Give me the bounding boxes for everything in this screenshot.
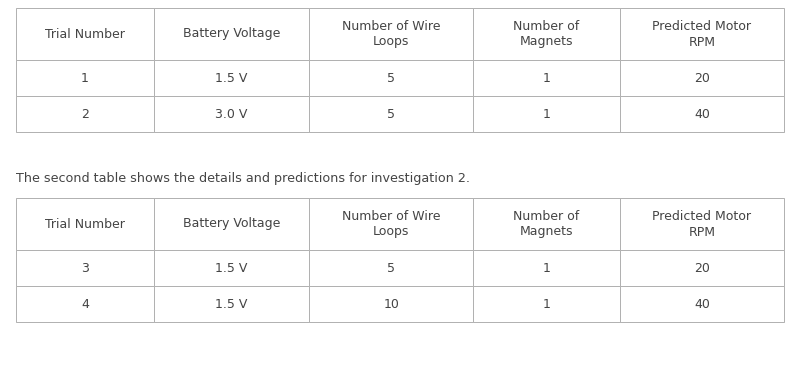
- Text: 1: 1: [81, 71, 89, 84]
- Bar: [310, 250, 474, 286]
- Text: 1: 1: [542, 71, 550, 84]
- Bar: [620, 250, 784, 286]
- Bar: [154, 250, 310, 286]
- Text: 1: 1: [542, 262, 550, 275]
- Text: 20: 20: [694, 71, 710, 84]
- Bar: [154, 8, 310, 60]
- Bar: [16, 60, 154, 96]
- Text: 5: 5: [387, 262, 395, 275]
- Bar: [620, 286, 784, 322]
- Text: 1: 1: [542, 107, 550, 120]
- Bar: [154, 60, 310, 96]
- Bar: [474, 60, 620, 96]
- Bar: [16, 96, 154, 132]
- Text: 40: 40: [694, 107, 710, 120]
- Text: The second table shows the details and predictions for investigation 2.: The second table shows the details and p…: [16, 172, 470, 185]
- Text: 4: 4: [81, 298, 89, 311]
- Text: Battery Voltage: Battery Voltage: [183, 28, 280, 40]
- Text: Trial Number: Trial Number: [45, 217, 125, 230]
- Bar: [16, 198, 154, 250]
- Text: 3.0 V: 3.0 V: [215, 107, 248, 120]
- Bar: [310, 8, 474, 60]
- Text: Battery Voltage: Battery Voltage: [183, 217, 280, 230]
- Text: 2: 2: [81, 107, 89, 120]
- Bar: [310, 198, 474, 250]
- Bar: [474, 286, 620, 322]
- Bar: [474, 8, 620, 60]
- Text: Number of
Magnets: Number of Magnets: [514, 209, 580, 238]
- Bar: [310, 96, 474, 132]
- Text: 10: 10: [383, 298, 399, 311]
- Text: 5: 5: [387, 107, 395, 120]
- Text: Trial Number: Trial Number: [45, 28, 125, 40]
- Bar: [474, 198, 620, 250]
- Bar: [16, 286, 154, 322]
- Text: 1.5 V: 1.5 V: [215, 71, 248, 84]
- Text: 1.5 V: 1.5 V: [215, 298, 248, 311]
- Bar: [620, 198, 784, 250]
- Bar: [620, 96, 784, 132]
- Bar: [620, 8, 784, 60]
- Bar: [310, 286, 474, 322]
- Bar: [310, 60, 474, 96]
- Bar: [154, 198, 310, 250]
- Bar: [154, 96, 310, 132]
- Bar: [474, 250, 620, 286]
- Bar: [474, 96, 620, 132]
- Text: Predicted Motor
RPM: Predicted Motor RPM: [653, 209, 751, 238]
- Bar: [620, 60, 784, 96]
- Text: 20: 20: [694, 262, 710, 275]
- Bar: [16, 250, 154, 286]
- Text: Predicted Motor
RPM: Predicted Motor RPM: [653, 19, 751, 49]
- Text: 40: 40: [694, 298, 710, 311]
- Bar: [154, 286, 310, 322]
- Text: Number of
Magnets: Number of Magnets: [514, 19, 580, 49]
- Text: 5: 5: [387, 71, 395, 84]
- Bar: [16, 8, 154, 60]
- Text: Number of Wire
Loops: Number of Wire Loops: [342, 209, 441, 238]
- Text: 1: 1: [542, 298, 550, 311]
- Text: Number of Wire
Loops: Number of Wire Loops: [342, 19, 441, 49]
- Text: 1.5 V: 1.5 V: [215, 262, 248, 275]
- Text: 3: 3: [81, 262, 89, 275]
